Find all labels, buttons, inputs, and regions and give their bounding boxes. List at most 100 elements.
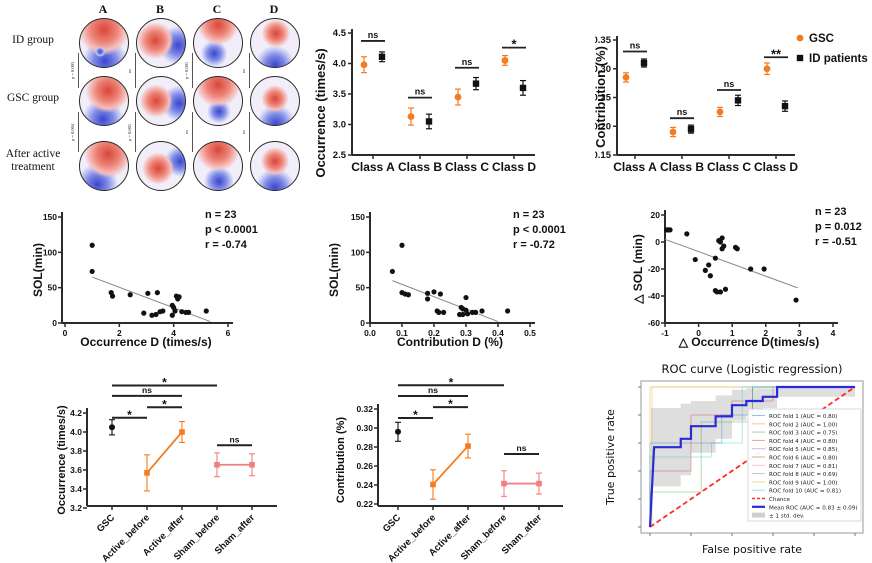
legend-label: Mean ROC (AUC = 0.83 ± 0.09): [769, 505, 858, 511]
comparison-p-value-label: ns: [127, 68, 132, 73]
panel-topographic-maps: A B C D ID group GSC group After active …: [0, 0, 310, 200]
y-tick-label: 3.2: [70, 503, 82, 513]
comparison-bracket: [249, 112, 250, 152]
data-point: [249, 461, 255, 468]
topo-map-gsc-group-d: [250, 76, 300, 126]
panel-contribution-treatment: Contribution (%) 0.22 0.24 0.26 0.28 0.30 0.32…: [335, 375, 563, 563]
topo-row-label-id-group: ID group: [12, 34, 54, 46]
data-point: [89, 242, 95, 248]
legend-label: ROC fold 5 (AUC = 0.85): [769, 447, 837, 453]
comparison-bracket: [135, 53, 136, 88]
y-tick-label: 0.35: [595, 35, 612, 46]
roc-fold-curve: [649, 386, 855, 527]
y-axis-label: Occurrence (times/s): [315, 48, 328, 177]
trend-segment: [432, 445, 469, 486]
y-axis-label: SOL(min): [327, 243, 341, 297]
sig-label: ns: [142, 385, 152, 395]
sig-label: ns: [415, 87, 426, 97]
x-tick-label: 0.3: [460, 328, 472, 338]
topo-map-after-active-b: [136, 141, 186, 191]
data-point: [154, 290, 160, 296]
data-point: [536, 480, 542, 487]
comparison-bracket: [249, 53, 250, 88]
y-axis-label: Contribution (%): [335, 417, 347, 503]
data-point: [141, 310, 147, 316]
topo-col-header-c: C: [212, 2, 222, 16]
data-point: [176, 294, 182, 300]
x-category-label: Class A: [613, 160, 657, 174]
data-point: [172, 308, 178, 314]
data-point: [734, 97, 742, 104]
comparison-bracket: [78, 53, 79, 88]
y-tick-label: 0.22: [356, 499, 373, 509]
x-tick-label: 0.5: [524, 328, 536, 338]
data-point: [463, 294, 469, 301]
comparison-p-value-label: p = 0.001: [127, 123, 132, 141]
data-point: [501, 57, 509, 64]
annotation: n = 23: [815, 206, 847, 218]
y-axis-label: Contribution (%): [595, 46, 608, 148]
y-tick-label: -40: [648, 291, 661, 301]
roc-legend-box: [747, 408, 862, 522]
data-point: [669, 128, 677, 136]
sig-label: ns: [724, 79, 735, 89]
x-tick-label: 0.2: [428, 328, 440, 338]
y-tick-label: 100: [43, 247, 57, 257]
x-tick-label: -1: [661, 328, 669, 338]
sig-label: ns: [677, 107, 688, 117]
topo-map-gsc-group-c: [193, 76, 243, 126]
data-point: [407, 113, 415, 120]
data-point: [145, 290, 151, 296]
topo-col-header-b: B: [155, 2, 164, 16]
y-tick-label: 3.8: [70, 446, 82, 456]
x-category-label: Class A: [351, 160, 395, 174]
data-point: [702, 267, 708, 273]
data-point: [214, 461, 220, 468]
topo-map-after-active-d: [250, 141, 300, 191]
data-point: [472, 80, 480, 87]
chart-title: ROC curve (Logistic regression): [662, 363, 843, 376]
scatter-points: [89, 242, 209, 318]
data-point: [717, 289, 724, 295]
y-tick-label: 0.24: [356, 480, 373, 490]
data-point: [716, 108, 724, 116]
topo-map-gsc-group-b: [136, 76, 186, 126]
data-point: [360, 61, 368, 69]
data-point: [405, 292, 411, 298]
data-point: [717, 239, 724, 245]
y-tick-label: 20: [651, 210, 661, 220]
roc-fold-curve: [649, 386, 855, 527]
x-tick-label: 4: [171, 328, 176, 338]
data-point: [395, 428, 401, 435]
topo-map-after-active-c: [193, 141, 243, 191]
legend-label: ROC fold 10 (AUC = 0.81): [769, 489, 841, 495]
annotation: r = -0.72: [513, 239, 555, 251]
panel-sol-vs-contribution-d: SOL(min) Contribution D (%) 0 50 100 150 0.0 0.…: [327, 209, 566, 349]
data-point: [179, 309, 185, 315]
y-tick-label: 3.4: [70, 484, 82, 494]
topo-row-label-after-active-treatment: After active treatment: [5, 148, 61, 174]
x-category-label: GSC: [381, 512, 403, 534]
legend-label: ID patients: [809, 53, 868, 65]
data-point: [460, 311, 466, 318]
y-tick-label: -60: [648, 318, 661, 328]
y-tick-label: 150: [43, 212, 57, 222]
y-tick-label: 50: [48, 283, 58, 293]
comparison-p-value-label: p = 0.003: [70, 61, 75, 80]
x-tick-label: 2: [117, 328, 122, 338]
data-point: [127, 292, 133, 298]
y-tick-label: 0.15: [595, 150, 612, 161]
data-point: [712, 255, 718, 261]
y-tick-label: 0.32: [356, 404, 373, 414]
y-tick-label: 150: [351, 212, 365, 222]
data-point: [186, 309, 192, 315]
sig-label: *: [413, 408, 418, 422]
y-tick-label: 0.26: [356, 461, 373, 471]
data-point: [692, 256, 698, 263]
annotation: p < 0.0001: [513, 224, 566, 236]
sig-label: *: [162, 375, 167, 389]
panel-contribution-by-class: Contribution (%) 0.15 0.20 0.25 0.30 0.35 Clas…: [595, 33, 868, 174]
data-point: [722, 286, 729, 292]
x-tick-label: 0: [696, 328, 701, 338]
